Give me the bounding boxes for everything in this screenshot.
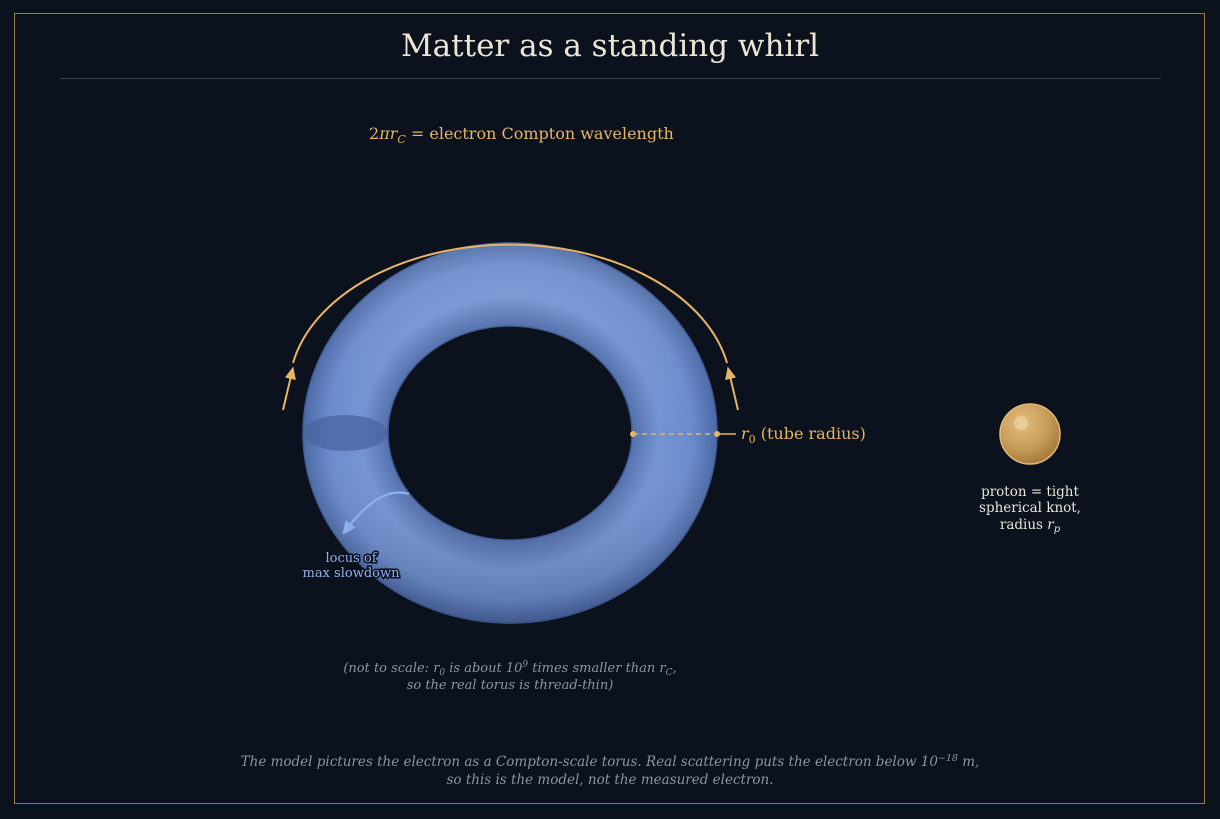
circumference-arc xyxy=(282,243,739,411)
torus-cross-section xyxy=(303,415,387,451)
torus xyxy=(302,242,718,624)
tube-radius-dot-inner xyxy=(630,431,636,437)
proton xyxy=(999,403,1061,465)
circumference-label: 2πrC = electron Compton wavelength xyxy=(369,124,674,146)
proton-label-line2: spherical knot, xyxy=(979,500,1081,516)
footer-note-line1: The model pictures the electron as a Com… xyxy=(241,753,980,770)
title-divider xyxy=(60,78,1161,79)
tube-radius-marker xyxy=(630,431,736,437)
locus-label-line1: locus of xyxy=(325,551,377,566)
tube-radius-dot-outer xyxy=(714,431,720,437)
locus-label-line2: max slowdown xyxy=(303,566,401,581)
proton-label-line3: radius rp xyxy=(1000,517,1061,535)
arc-arrow-right xyxy=(725,366,739,411)
locus-arrow xyxy=(342,491,410,535)
circumference-arc-line xyxy=(292,243,728,364)
tube-radius-label: r0 (tube radius) xyxy=(741,424,866,446)
torus-shading xyxy=(303,242,717,624)
footer-note-line2: so this is the model, not the measured e… xyxy=(446,772,773,788)
arc-arrow-left xyxy=(282,366,296,411)
proton-sphere xyxy=(999,403,1061,465)
proton-highlight xyxy=(1014,416,1028,430)
page-title: Matter as a standing whirl xyxy=(400,28,820,64)
proton-label-line1: proton = tight xyxy=(981,484,1079,500)
page-frame xyxy=(14,13,1205,804)
scale-note-line1: (not to scale: r0 is about 109 times sma… xyxy=(343,660,676,678)
scale-note-line2: so the real torus is thread-thin) xyxy=(407,678,614,693)
